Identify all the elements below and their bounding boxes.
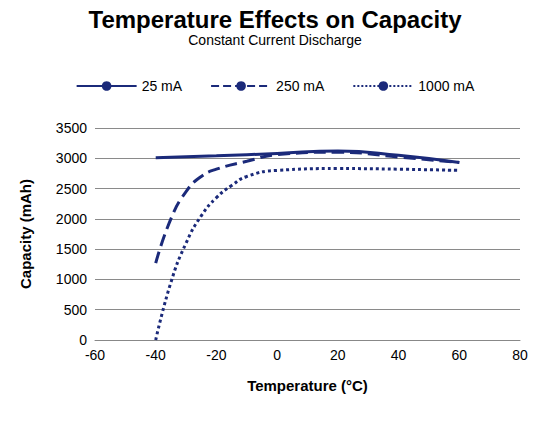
svg-text:-20: -20 [206,347,226,363]
svg-text:1500: 1500 [56,241,87,257]
svg-text:2500: 2500 [56,181,87,197]
svg-text:40: 40 [391,347,407,363]
svg-text:3500: 3500 [56,120,87,136]
svg-text:20: 20 [330,347,346,363]
svg-text:-60: -60 [85,347,105,363]
svg-text:500: 500 [64,302,88,318]
svg-text:Capacity (mAh): Capacity (mAh) [17,179,34,289]
svg-text:250 mA: 250 mA [276,78,325,94]
svg-text:2000: 2000 [56,211,87,227]
svg-text:0: 0 [273,347,281,363]
svg-text:25 mA: 25 mA [142,78,183,94]
svg-text:Temperature (°C): Temperature (°C) [247,377,368,394]
svg-text:1000: 1000 [56,271,87,287]
svg-text:80: 80 [512,347,528,363]
svg-text:Temperature Effects on Capacit: Temperature Effects on Capacity [89,6,463,33]
svg-text:-40: -40 [146,347,166,363]
svg-text:3000: 3000 [56,150,87,166]
svg-text:1000 mA: 1000 mA [418,78,475,94]
svg-text:60: 60 [451,347,467,363]
svg-text:Constant Current Discharge: Constant Current Discharge [188,32,362,48]
svg-text:0: 0 [79,332,87,348]
